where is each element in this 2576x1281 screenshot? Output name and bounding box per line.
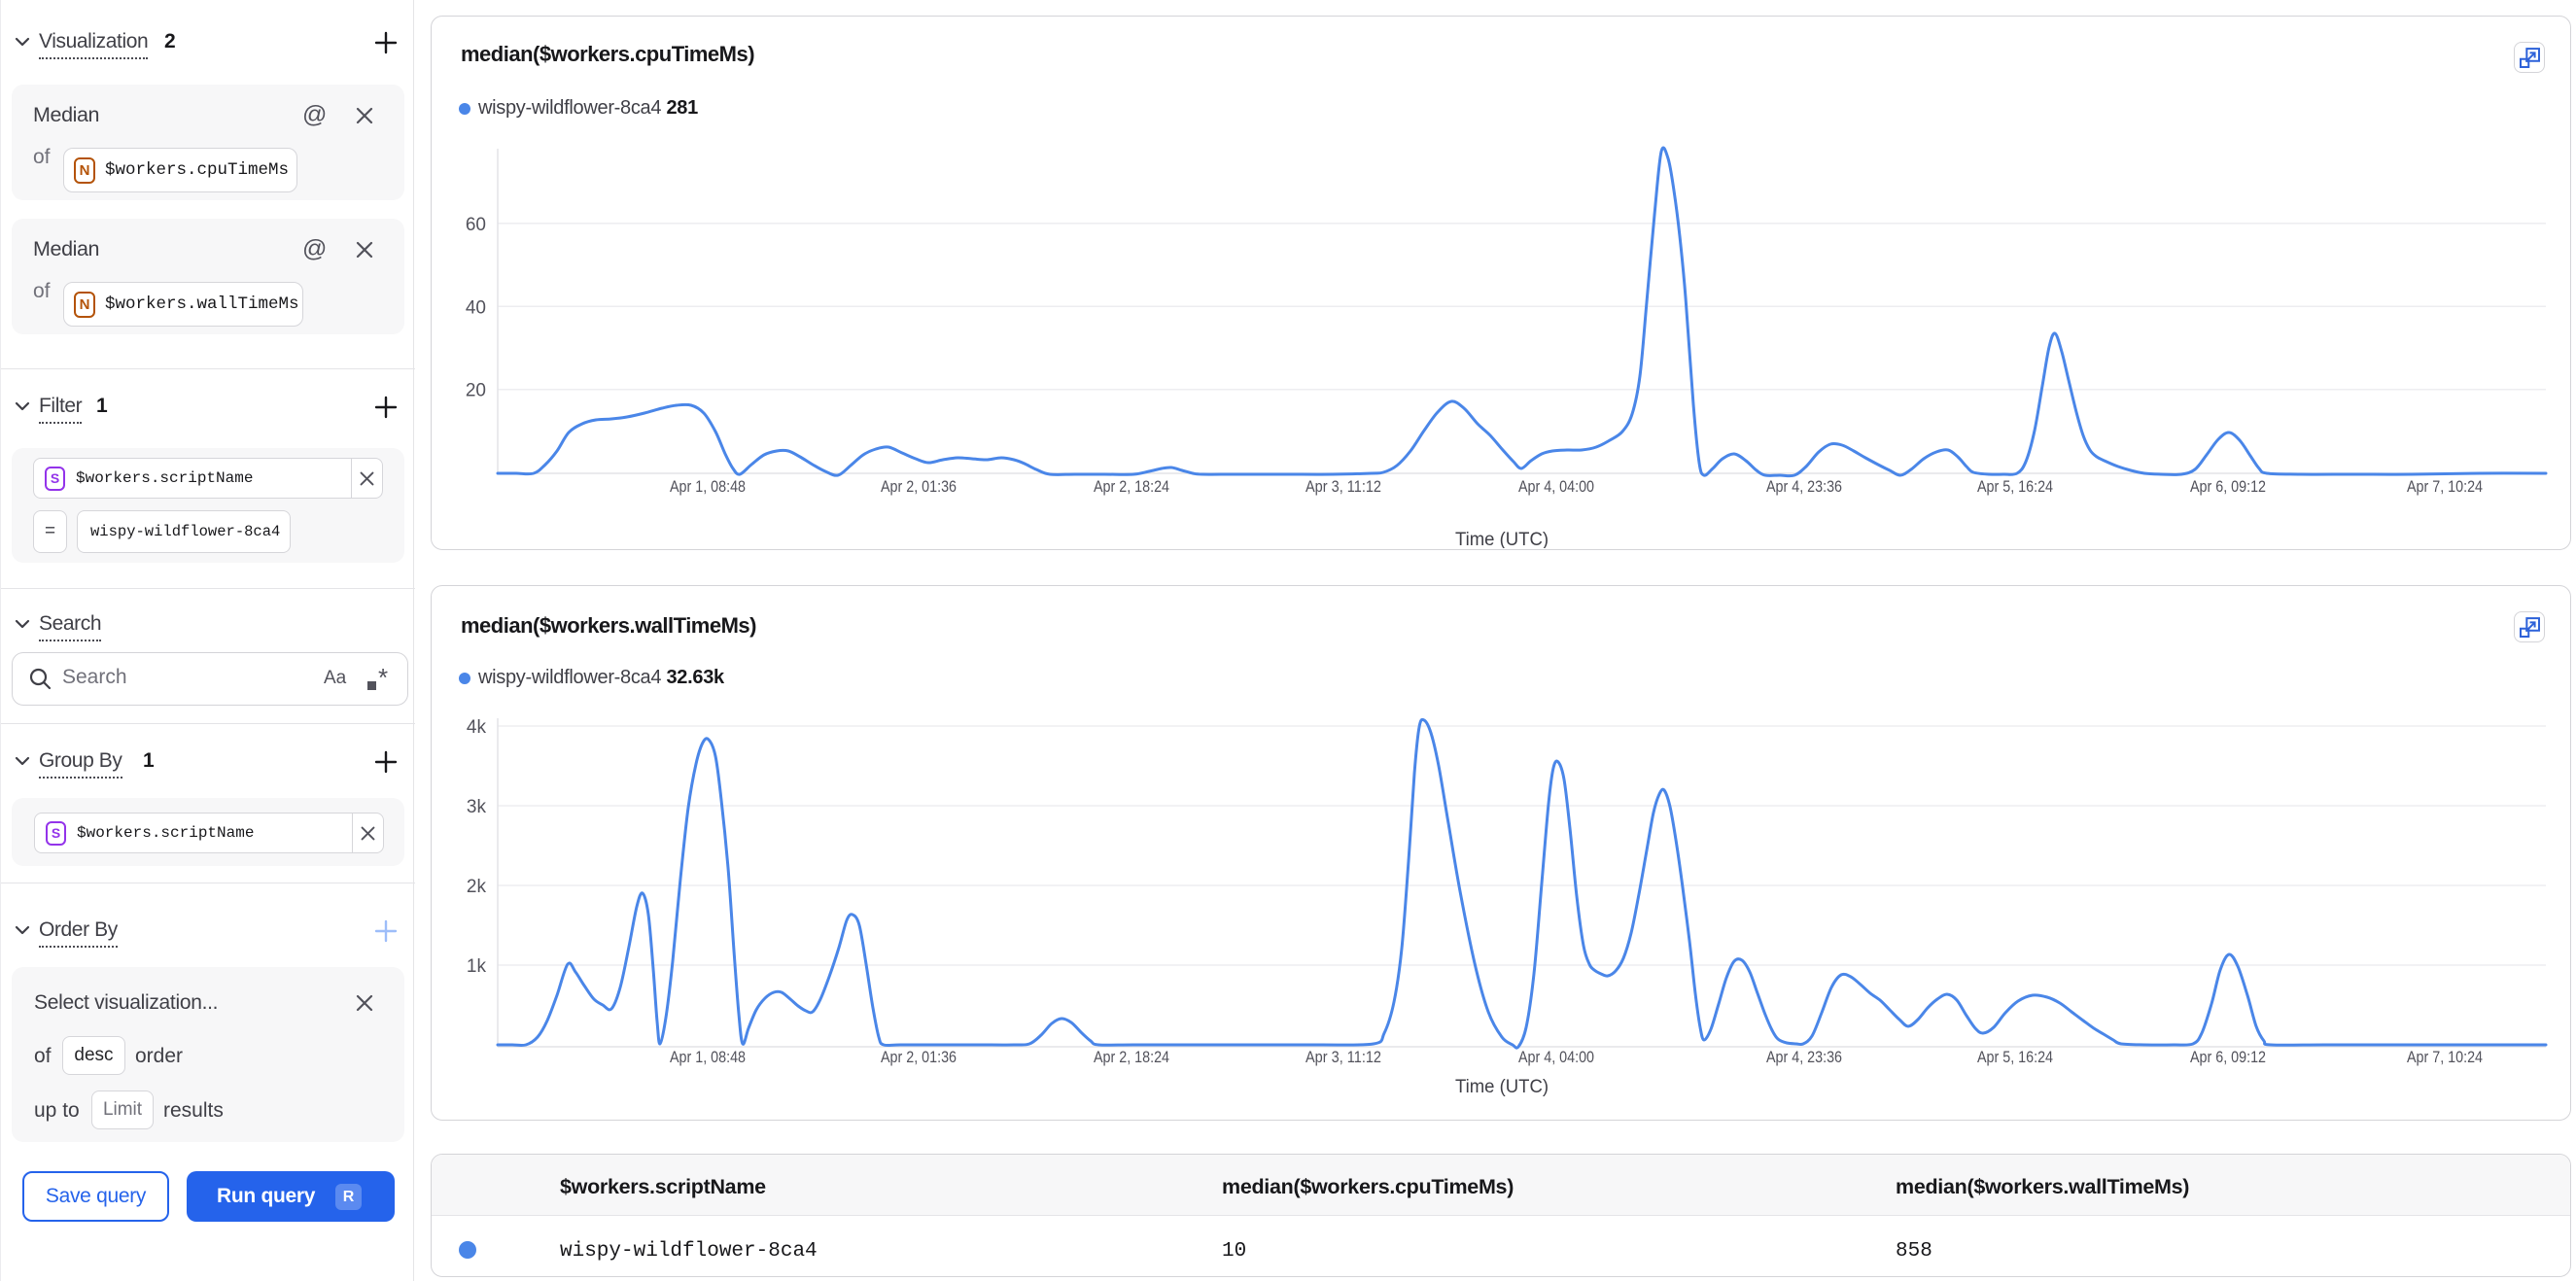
svg-text:60: 60 — [466, 215, 486, 235]
svg-text:20: 20 — [466, 381, 486, 401]
svg-text:2k: 2k — [467, 877, 487, 897]
svg-text:Apr 1, 08:48: Apr 1, 08:48 — [670, 1048, 746, 1066]
svg-text:Apr 2, 01:36: Apr 2, 01:36 — [881, 477, 957, 496]
svg-text:Time (UTC): Time (UTC) — [1455, 1077, 1549, 1097]
svg-text:4k: 4k — [467, 717, 487, 738]
svg-text:Apr 3, 11:12: Apr 3, 11:12 — [1305, 477, 1381, 496]
svg-text:Apr 5, 16:24: Apr 5, 16:24 — [1977, 477, 2053, 496]
svg-text:Apr 1, 08:48: Apr 1, 08:48 — [670, 477, 746, 496]
svg-text:Apr 2, 18:24: Apr 2, 18:24 — [1094, 477, 1169, 496]
svg-text:Time (UTC): Time (UTC) — [1455, 530, 1549, 548]
svg-text:1k: 1k — [467, 956, 487, 977]
svg-text:Apr 7, 10:24: Apr 7, 10:24 — [2407, 477, 2483, 496]
svg-text:Apr 4, 04:00: Apr 4, 04:00 — [1518, 1048, 1594, 1066]
svg-text:*: * — [378, 665, 388, 692]
svg-text:Apr 4, 23:36: Apr 4, 23:36 — [1766, 1048, 1842, 1066]
svg-text:Apr 7, 10:24: Apr 7, 10:24 — [2407, 1048, 2483, 1066]
svg-text:40: 40 — [466, 297, 486, 318]
svg-text:Apr 5, 16:24: Apr 5, 16:24 — [1977, 1048, 2053, 1066]
svg-text:Apr 3, 11:12: Apr 3, 11:12 — [1305, 1048, 1381, 1066]
svg-text:Apr 6, 09:12: Apr 6, 09:12 — [2190, 477, 2266, 496]
svg-text:Apr 2, 01:36: Apr 2, 01:36 — [881, 1048, 957, 1066]
svg-text:Apr 4, 04:00: Apr 4, 04:00 — [1518, 477, 1594, 496]
svg-text:Apr 4, 23:36: Apr 4, 23:36 — [1766, 477, 1842, 496]
svg-text:Apr 2, 18:24: Apr 2, 18:24 — [1094, 1048, 1169, 1066]
svg-text:Apr 6, 09:12: Apr 6, 09:12 — [2190, 1048, 2266, 1066]
svg-text:3k: 3k — [467, 797, 487, 817]
